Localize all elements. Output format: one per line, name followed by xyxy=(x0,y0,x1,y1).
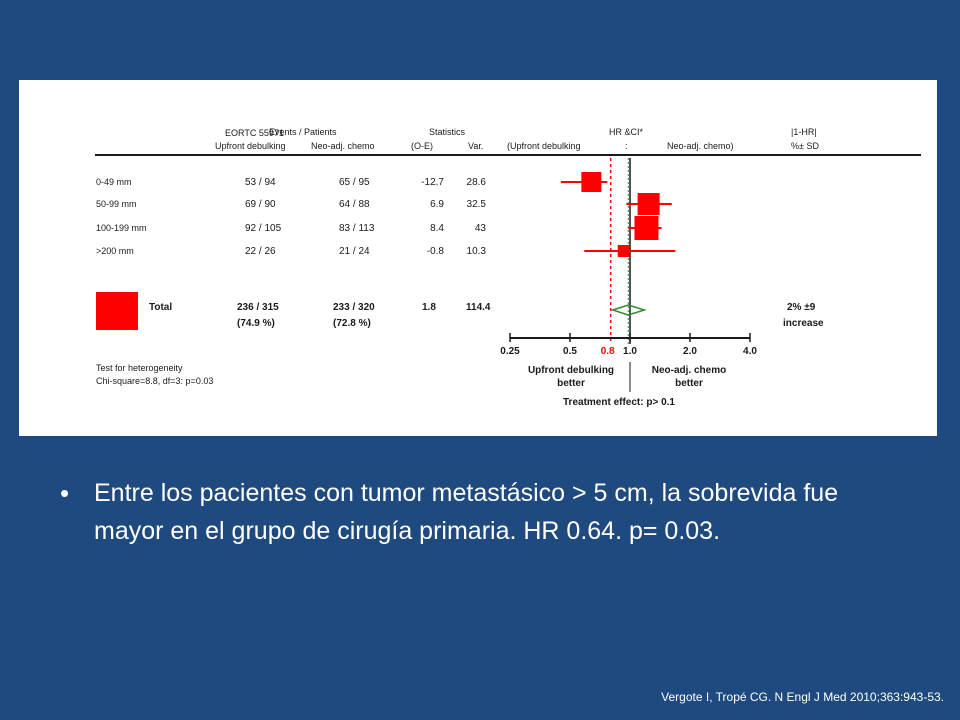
heterogeneity-line2: Chi-square=8.8, df=3: p=0.03 xyxy=(96,376,213,386)
subgroup-var: 10.3 xyxy=(467,246,487,257)
total-upfront-pct: (74.9 %) xyxy=(237,318,275,329)
hr-right-header: Neo-adj. chemo) xyxy=(667,141,734,151)
forest-plot-figure: EORTC 55971 Events / Patients Upfront de… xyxy=(19,80,937,436)
bullet-dot-icon: • xyxy=(60,478,70,508)
hr-left-header: (Upfront debulking xyxy=(507,141,581,151)
subgroup-var: 32.5 xyxy=(467,199,487,210)
hr-square xyxy=(581,172,602,192)
upfront-column-header: Upfront debulking xyxy=(215,141,286,151)
favors-left-line2: better xyxy=(557,378,585,389)
hr-group-header: HR &CI* xyxy=(609,127,644,137)
total-neo-pct: (72.8 %) xyxy=(333,318,371,329)
statistics-group-header: Statistics xyxy=(429,127,466,137)
subgroup-upfront: 53 / 94 xyxy=(245,177,276,188)
citation: Vergote I, Tropé CG. N Engl J Med 2010;3… xyxy=(661,690,944,704)
subgroup-upfront: 22 / 26 xyxy=(245,246,276,257)
hr-square xyxy=(634,216,659,240)
oe-column-header: (O-E) xyxy=(411,141,433,151)
neo-column-header: Neo-adj. chemo xyxy=(311,141,375,151)
var-column-header: Var. xyxy=(468,141,483,151)
total-diff-line1: 2% ±9 xyxy=(787,302,816,313)
subgroup-oe: 8.4 xyxy=(430,223,444,234)
axis-tick-label: 0.5 xyxy=(563,346,577,357)
favors-right-line1: Neo-adj. chemo xyxy=(652,365,726,376)
total-var: 114.4 xyxy=(466,302,491,313)
forest-plot: EORTC 55971 Events / Patients Upfront de… xyxy=(95,127,921,408)
subgroup-label: 100-199 mm xyxy=(96,223,147,233)
subgroup-var: 28.6 xyxy=(467,177,487,188)
events-group-header: Events / Patients xyxy=(269,127,337,137)
diff-group-header: |1-HR| xyxy=(791,127,817,137)
axis-highlight-label: 0.8 xyxy=(601,346,615,357)
x-axis: 0.25 0.5 1.0 2.0 4.0 0.8 xyxy=(500,333,757,392)
subgroup-neo: 64 / 88 xyxy=(339,199,370,210)
axis-tick-label: 4.0 xyxy=(743,346,757,357)
plot-marks xyxy=(560,158,676,344)
hr-square xyxy=(617,245,630,257)
favors-right-line2: better xyxy=(675,378,703,389)
subgroup-neo: 21 / 24 xyxy=(339,246,370,257)
total-legend-square xyxy=(96,292,138,330)
study-name: EORTC 55971 xyxy=(225,128,284,138)
subgroup-oe: -12.7 xyxy=(421,177,444,188)
subgroup-label: 50-99 mm xyxy=(96,199,137,209)
subgroup-oe: 6.9 xyxy=(430,199,444,210)
total-label: Total xyxy=(149,302,172,313)
favors-left-line1: Upfront debulking xyxy=(528,365,614,376)
axis-tick-label: 2.0 xyxy=(683,346,697,357)
total-diff-line2: increase xyxy=(783,318,824,329)
axis-tick-label: 0.25 xyxy=(500,346,520,357)
subgroup-label: 0-49 mm xyxy=(96,177,132,187)
hr-separator: : xyxy=(625,141,628,151)
total-oe: 1.8 xyxy=(422,302,436,313)
axis-tick-label: 1.0 xyxy=(623,346,637,357)
subgroup-upfront: 92 / 105 xyxy=(245,223,282,234)
total-diamond xyxy=(610,304,647,316)
subgroup-upfront: 69 / 90 xyxy=(245,199,276,210)
subgroup-var: 43 xyxy=(475,223,487,234)
hr-square xyxy=(637,193,660,215)
total-upfront: 236 / 315 xyxy=(237,302,279,313)
subgroup-oe: -0.8 xyxy=(427,246,445,257)
subgroup-rows: 0-49 mm 53 / 94 65 / 95 -12.7 28.6 50-99 mm 69… xyxy=(96,177,486,257)
total-neo: 233 / 320 xyxy=(333,302,375,313)
subgroup-label: >200 mm xyxy=(96,246,134,256)
subgroup-neo: 83 / 113 xyxy=(339,223,375,234)
diff-sub-header: %± SD xyxy=(791,141,819,151)
bullet-text: Entre los pacientes con tumor metastásic… xyxy=(94,479,839,545)
subgroup-neo: 65 / 95 xyxy=(339,177,370,188)
treatment-effect: Treatment effect: p> 0.1 xyxy=(563,397,675,408)
heterogeneity-line1: Test for heterogeneity xyxy=(96,363,183,373)
